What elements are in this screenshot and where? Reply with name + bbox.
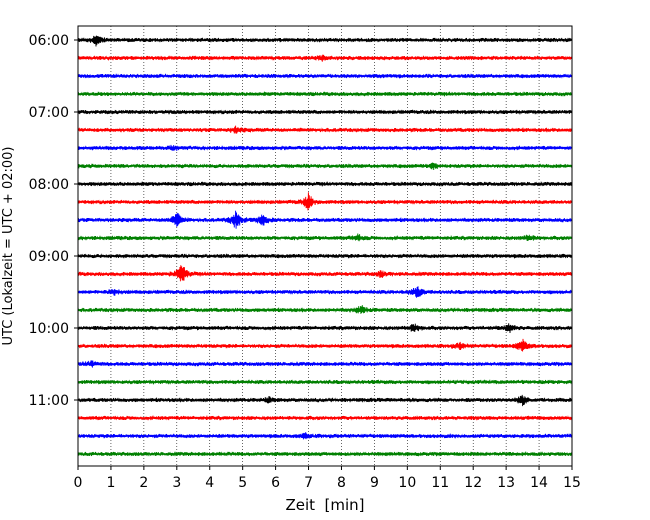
plot-frame xyxy=(77,25,573,467)
trace-0900 xyxy=(77,253,573,259)
x-axis-label: Zeit [min] xyxy=(285,496,364,514)
trace-0930 xyxy=(77,286,573,298)
x-tick-label: 7 xyxy=(304,475,313,491)
x-tick-label: 4 xyxy=(205,475,214,491)
x-tick-label: 6 xyxy=(271,475,280,491)
x-tick-label: 9 xyxy=(370,475,379,491)
trace-1115 xyxy=(77,415,573,421)
x-tick-label: 5 xyxy=(238,475,247,491)
trace-0600 xyxy=(77,35,573,47)
x-tick-label: 1 xyxy=(106,475,115,491)
y-tick-label: 07:00 xyxy=(29,105,69,121)
x-tick-label: 10 xyxy=(398,475,416,491)
trace-1000 xyxy=(77,323,573,334)
trace-0845 xyxy=(77,233,573,242)
y-tick-label: 06:00 xyxy=(29,33,69,49)
trace-1045 xyxy=(77,379,573,385)
trace-0730 xyxy=(77,144,573,151)
trace-1015 xyxy=(77,338,573,352)
grid-lines xyxy=(110,26,540,466)
trace-0645 xyxy=(77,91,573,97)
x-tick-label: 12 xyxy=(464,475,482,491)
trace-1130 xyxy=(77,432,573,440)
trace-1145 xyxy=(77,451,573,457)
trace-0800 xyxy=(77,181,573,187)
trace-0630 xyxy=(77,73,573,79)
y-tick-label: 09:00 xyxy=(29,249,69,265)
trace-0700 xyxy=(77,109,573,115)
x-tick-label: 11 xyxy=(431,475,449,491)
x-axis-ticks: 0 1 2 3 4 5 6 7 8 9 10 11 12 13 14 15 xyxy=(74,466,581,491)
x-tick-label: 14 xyxy=(530,475,548,491)
y-axis-label: UTC (Lokalzeit = UTC + 02:00) xyxy=(1,147,16,346)
trace-0915 xyxy=(77,265,573,282)
x-tick-label: 8 xyxy=(337,475,346,491)
trace-series xyxy=(77,35,573,457)
x-tick-label: 0 xyxy=(74,475,83,491)
y-tick-label: 08:00 xyxy=(29,177,69,193)
trace-0945 xyxy=(77,305,573,314)
trace-0615 xyxy=(77,54,573,62)
trace-0745 xyxy=(77,162,573,171)
y-tick-label: 10:00 xyxy=(29,321,69,337)
trace-1100 xyxy=(77,394,573,407)
y-axis-ticks: 06:00 07:00 08:00 09:00 10:00 11:00 xyxy=(29,33,78,409)
x-tick-label: 2 xyxy=(139,475,148,491)
trace-1030 xyxy=(77,360,573,368)
x-tick-label: 3 xyxy=(172,475,181,491)
x-tick-label: 13 xyxy=(497,475,515,491)
x-tick-label: 15 xyxy=(563,475,581,491)
trace-0715 xyxy=(77,125,573,134)
y-tick-label: 11:00 xyxy=(29,393,69,409)
trace-0815 xyxy=(77,192,573,211)
trace-0830 xyxy=(77,210,573,229)
